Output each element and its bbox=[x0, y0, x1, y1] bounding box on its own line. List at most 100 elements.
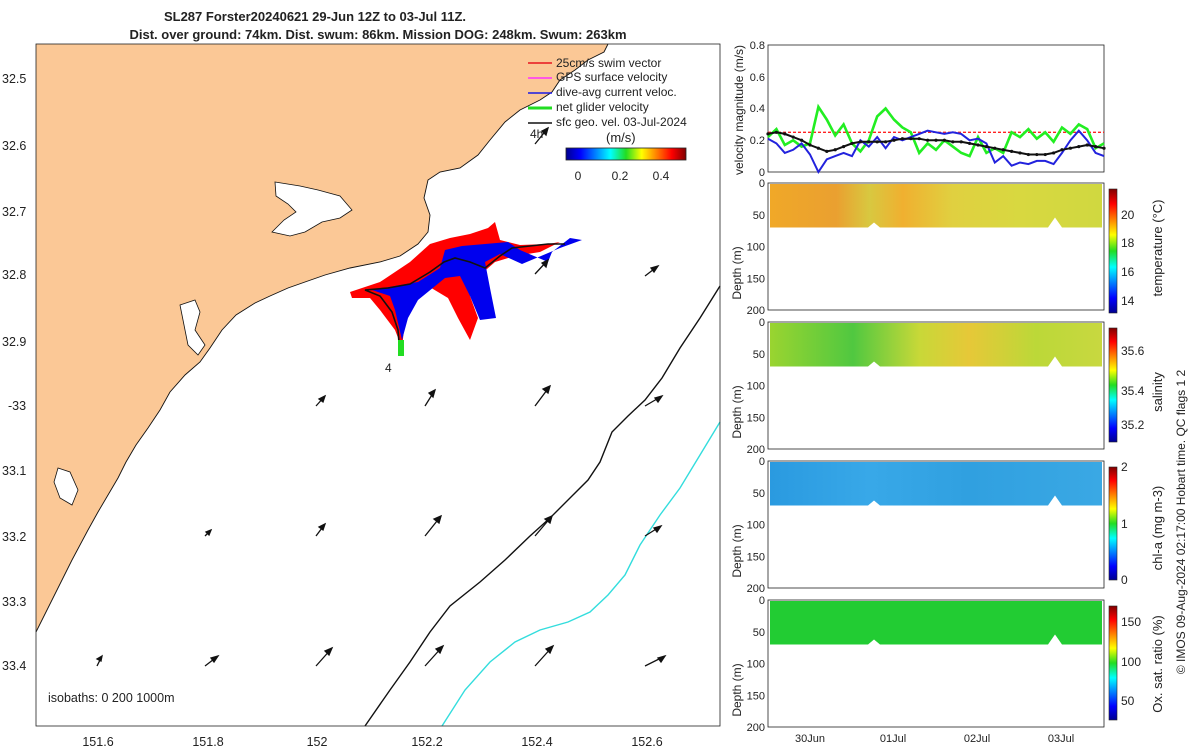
lat-tick-label: 33.1 bbox=[2, 464, 26, 478]
chla-colorbar-bar bbox=[1108, 466, 1118, 581]
lon-tick-label: 152.4 bbox=[521, 735, 552, 749]
geo-velocity-point bbox=[875, 140, 879, 144]
lat-tick-label: 33.2 bbox=[2, 530, 26, 544]
geo-velocity-point bbox=[1052, 151, 1056, 155]
geo-arrow-head bbox=[323, 646, 334, 657]
temperature-depth-tick: 50 bbox=[753, 210, 765, 222]
chla-depth-tick: 100 bbox=[747, 520, 765, 532]
geo-velocity-point bbox=[926, 138, 930, 142]
geo-velocity-point bbox=[1001, 148, 1005, 152]
geo-velocity-point bbox=[833, 148, 837, 152]
salinity-depth-tick: 0 bbox=[759, 317, 765, 329]
geo-velocity-arrows bbox=[95, 126, 667, 667]
geo-velocity-point bbox=[909, 137, 913, 141]
salinity-cbar-tick: 35.2 bbox=[1121, 418, 1145, 432]
velocity-ytick: 0.2 bbox=[750, 135, 765, 147]
geo-velocity-point bbox=[1035, 152, 1039, 157]
geo-arrow-head bbox=[653, 394, 664, 404]
temperature-cbar-label: temperature (°C) bbox=[1150, 200, 1165, 297]
oxygen-cbar-label: Ox. sat. ratio (%) bbox=[1150, 615, 1165, 713]
geo-velocity-point bbox=[774, 130, 779, 134]
oxygen-colorbar: 50 100 150 Ox. sat. ratio (%) bbox=[1108, 605, 1165, 721]
velocity-series-dive-avg-current bbox=[767, 129, 1105, 175]
speed-colorbar-tick: 0 bbox=[575, 169, 582, 183]
geo-velocity-point bbox=[766, 132, 770, 136]
velocity-yaxis: 0 0.2 0.4 0.6 0.8 bbox=[750, 40, 765, 179]
salinity-colorbar-bar bbox=[1108, 327, 1118, 443]
geo-velocity-point bbox=[816, 146, 821, 150]
chla-cbar-tick: 0 bbox=[1121, 573, 1128, 587]
figure-title-line2: Dist. over ground: 74km. Dist. swum: 86k… bbox=[129, 27, 626, 42]
oxygen-depth-tick: 200 bbox=[747, 722, 765, 734]
chla-cbar-tick: 1 bbox=[1121, 517, 1128, 531]
geo-velocity-point bbox=[892, 138, 896, 142]
temperature-depth-tick: 0 bbox=[759, 178, 765, 190]
velocity-ytick: 0.8 bbox=[750, 40, 765, 52]
speed-colorbar bbox=[565, 147, 687, 161]
geo-velocity-point bbox=[1077, 145, 1081, 149]
geo-arrow-head bbox=[434, 644, 445, 655]
map-lake-south bbox=[179, 299, 206, 356]
geo-arrow-head bbox=[652, 524, 663, 534]
lat-tick-label: 32.6 bbox=[2, 139, 26, 153]
map-frame bbox=[35, 43, 721, 727]
temperature-cbar-tick: 16 bbox=[1121, 265, 1135, 279]
salinity-depth-tick: 50 bbox=[753, 349, 765, 361]
salinity-cbar-tick: 35.4 bbox=[1121, 384, 1145, 398]
chla-depth-tick: 200 bbox=[747, 583, 765, 595]
geo-velocity-point bbox=[993, 146, 997, 150]
geo-velocity-point bbox=[968, 141, 972, 146]
lon-axis: 151.6 151.8 152 152.2 152.4 152.6 bbox=[82, 735, 662, 749]
geo-velocity-point bbox=[984, 145, 989, 149]
lat-tick-label: 32.5 bbox=[2, 72, 26, 86]
legend-label-swim: 25cm/s swim vector bbox=[556, 56, 661, 70]
date-tick-label: 03Jul bbox=[1048, 733, 1074, 745]
legend-label-geo: sfc geo. vel. 03-Jul-2024 bbox=[556, 115, 687, 129]
geo-velocity-point bbox=[867, 140, 871, 144]
geo-velocity-point bbox=[959, 140, 963, 144]
temperature-cbar-tick: 14 bbox=[1121, 294, 1135, 308]
geo-arrow-head bbox=[540, 258, 550, 269]
geo-velocity-point bbox=[976, 143, 980, 147]
geo-arrow-head bbox=[543, 514, 554, 525]
legend-label-current: dive-avg current veloc. bbox=[556, 85, 677, 99]
copyright-note: © IMOS 09-Aug-2024 02:17:00 Hobart time.… bbox=[1174, 370, 1188, 675]
velocity-ytick: 0 bbox=[759, 167, 765, 179]
speed-colorbar-tick: 0.4 bbox=[653, 169, 670, 183]
isobath-200m bbox=[364, 285, 721, 727]
map-coastline bbox=[35, 43, 609, 633]
geo-arrow-head bbox=[209, 654, 220, 664]
temperature-colorbar-bar bbox=[1108, 188, 1118, 314]
geo-arrow-head bbox=[540, 126, 550, 137]
legend-label-gps: GPS surface velocity bbox=[556, 70, 667, 84]
geo-velocity-point bbox=[951, 140, 955, 144]
salinity-section-fill bbox=[770, 323, 1102, 367]
label-4h: 4h bbox=[530, 127, 543, 141]
chla-cbar-tick: 2 bbox=[1121, 460, 1128, 474]
geo-velocity-point bbox=[1085, 143, 1089, 147]
oxygen-cbar-tick: 150 bbox=[1121, 615, 1141, 629]
chla-depth-label: Depth (m) bbox=[730, 524, 744, 577]
temperature-depth-label: Depth (m) bbox=[730, 246, 744, 299]
geo-velocity-point bbox=[1043, 152, 1047, 157]
legend-label-net: net glider velocity bbox=[556, 100, 649, 114]
geo-velocity-point bbox=[850, 141, 854, 146]
isobath-1000m bbox=[441, 421, 721, 727]
velocity-ytick: 0.6 bbox=[750, 72, 765, 84]
lat-axis: 32.5 32.6 32.7 32.8 32.9 -33 33.1 33.2 3… bbox=[2, 72, 26, 673]
speed-colorbar-tick: 0.2 bbox=[612, 169, 629, 183]
speed-colorbar-title: (m/s) bbox=[606, 130, 636, 145]
figure-title-line1: SL287 Forster20240621 29-Jun 12Z to 03-J… bbox=[164, 9, 466, 24]
geo-velocity-point bbox=[884, 140, 888, 144]
geo-velocity-point bbox=[1010, 149, 1014, 153]
lon-tick-label: 151.6 bbox=[82, 735, 113, 749]
lat-tick-label: 33.3 bbox=[2, 595, 26, 609]
salinity-depth-tick: 200 bbox=[747, 444, 765, 456]
date-tick-label: 01Jul bbox=[880, 733, 906, 745]
chla-depth-tick: 0 bbox=[759, 456, 765, 468]
geo-velocity-point bbox=[917, 137, 921, 141]
geo-velocity-point bbox=[800, 138, 804, 142]
lon-tick-label: 152.6 bbox=[631, 735, 662, 749]
